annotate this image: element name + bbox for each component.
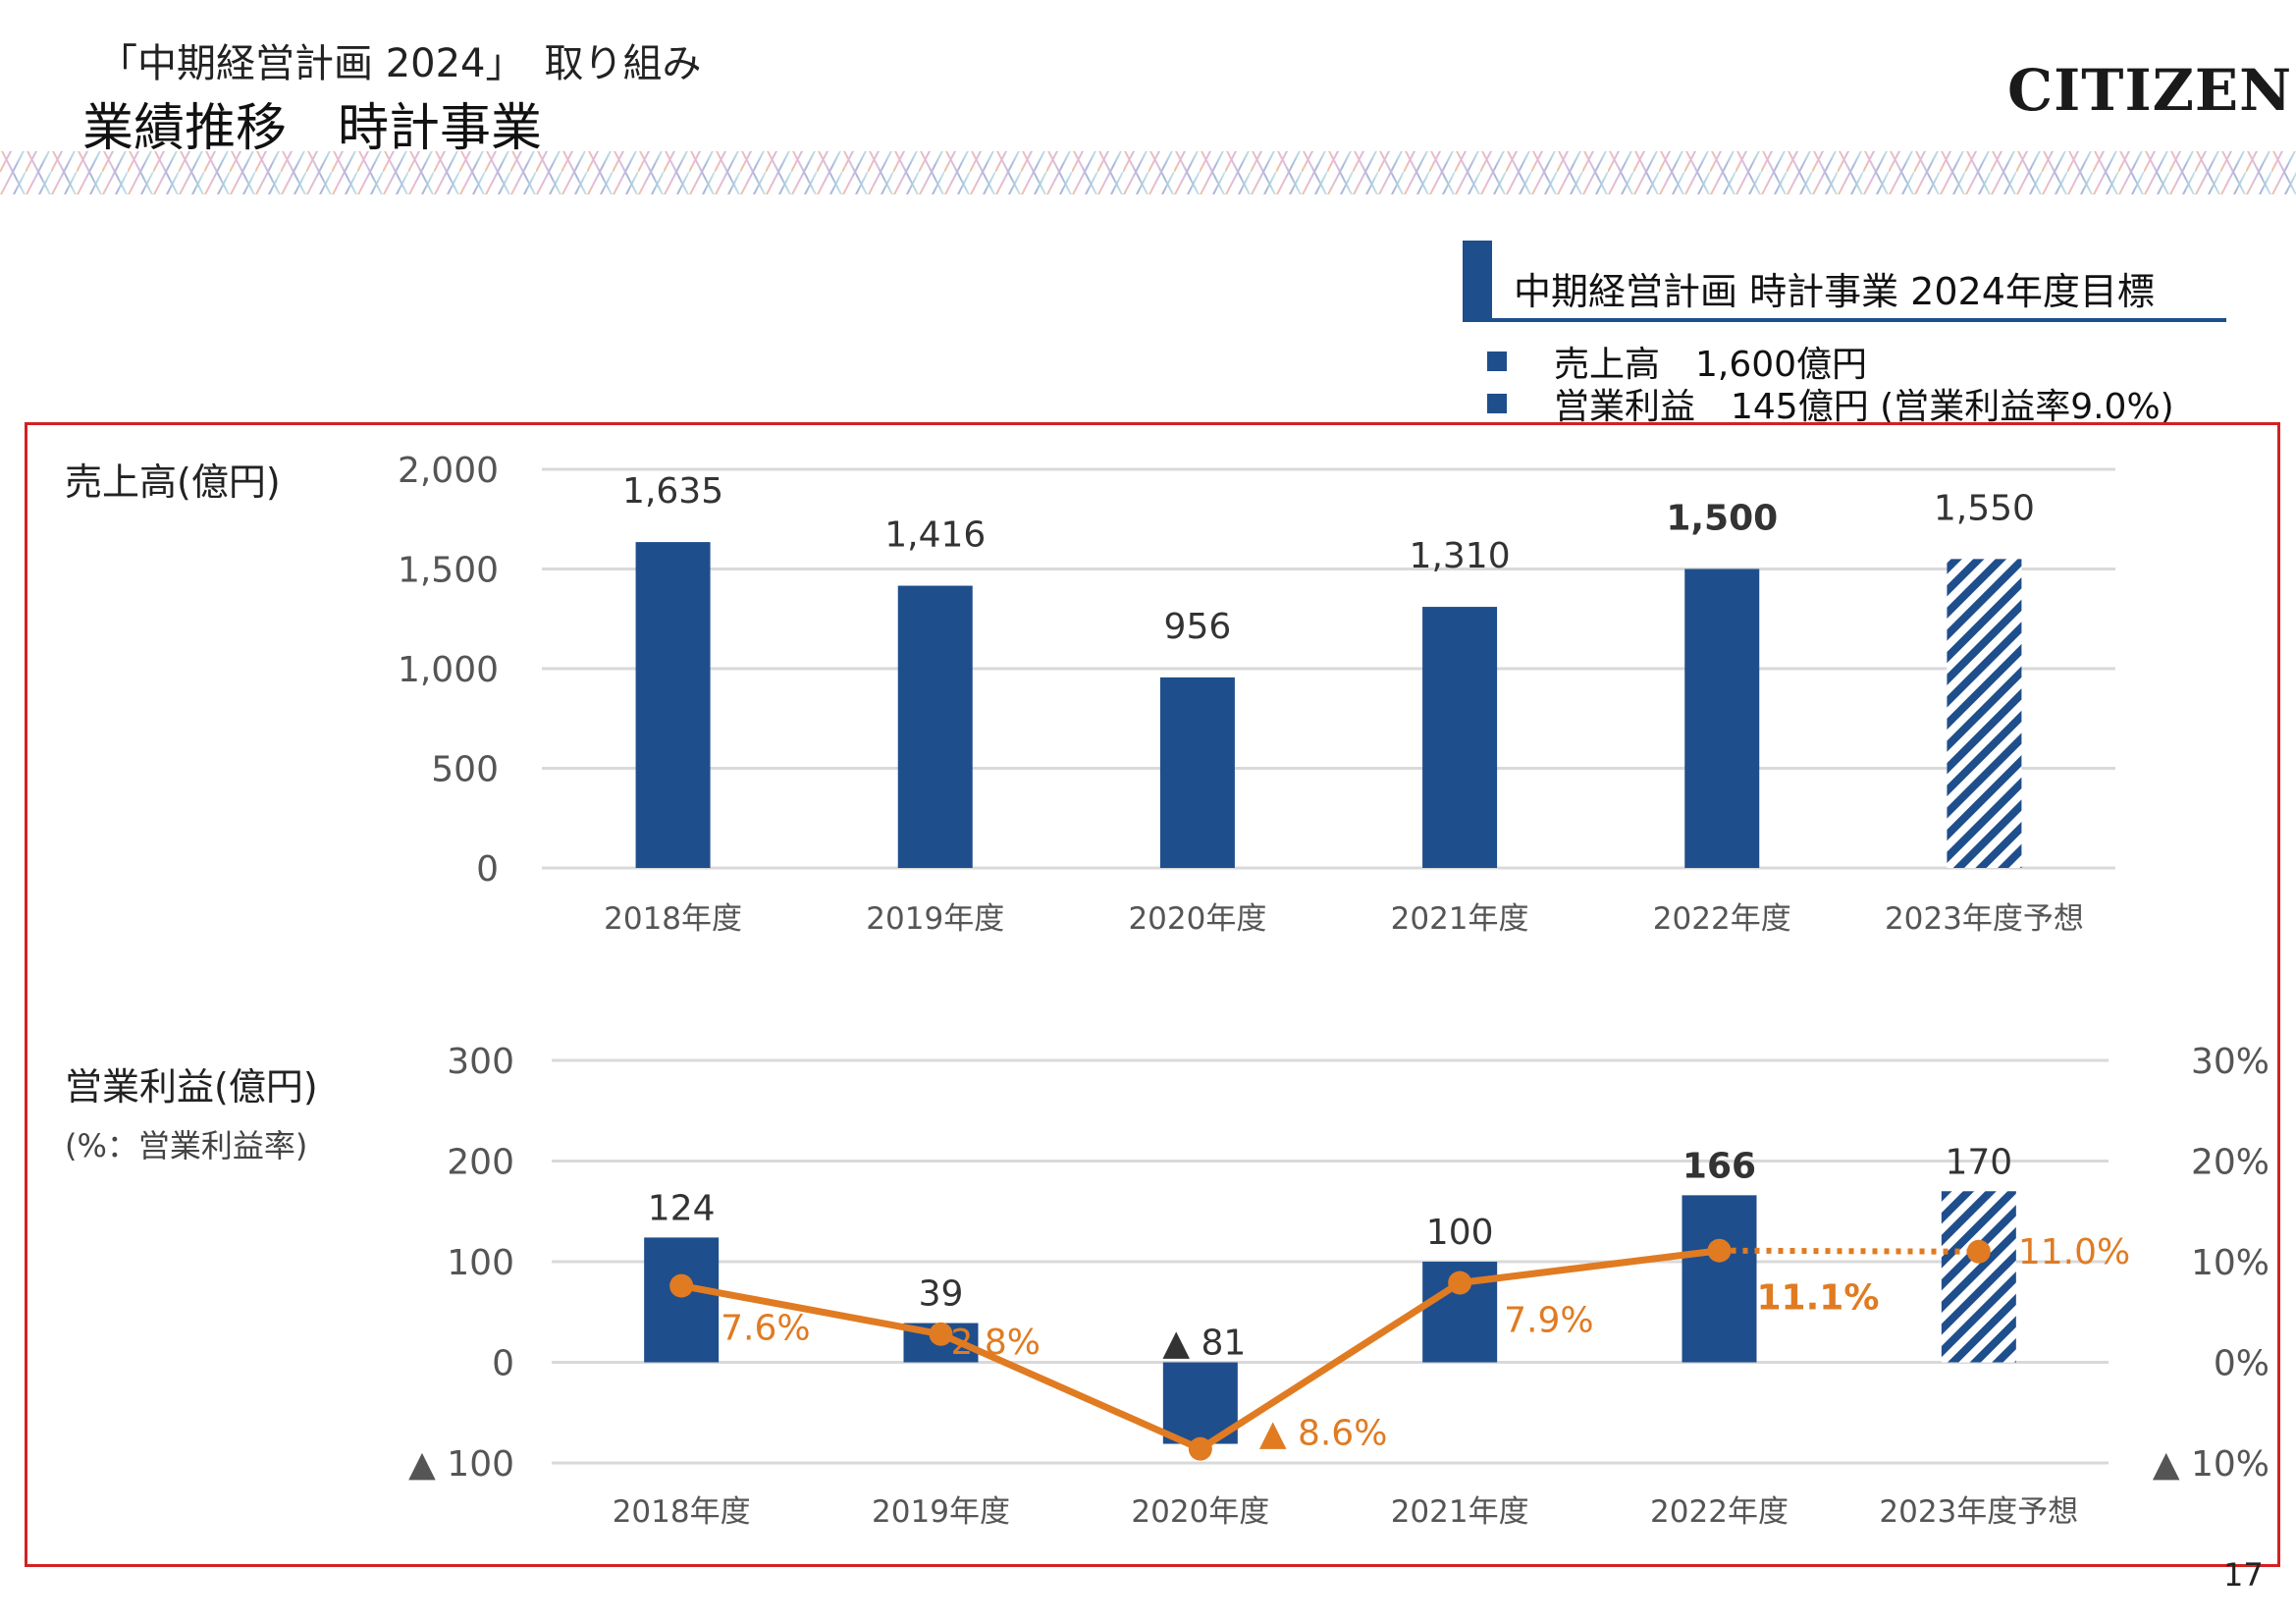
chart2-rate-point	[1188, 1436, 1212, 1461]
chart2-y2tick-label: 0%	[2214, 1344, 2269, 1384]
chart1-data-label: 1,635	[622, 471, 723, 512]
page-subtitle: 「中期経営計画 2024」 取り組み	[98, 41, 702, 86]
chart2-category-label: 2018年度	[613, 1494, 751, 1530]
chart2-ytick-label: 0	[492, 1344, 514, 1384]
chart2-y2tick-label: 20%	[2191, 1143, 2269, 1183]
target-item-label: 営業利益 145億円 (営業利益率9.0%)	[1554, 387, 2174, 427]
chart1-bar	[1159, 676, 1235, 868]
target-item-profit: 営業利益 145億円 (営業利益率9.0%)	[1487, 378, 2174, 429]
chart2-ytick-label: ▲ 100	[408, 1444, 514, 1485]
chart2-title: 営業利益(億円)	[65, 1065, 318, 1109]
chart1-category-label: 2021年度	[1391, 901, 1529, 937]
target-item-sales: 売上高 1,600億円	[1487, 336, 1867, 387]
citizen-logo: CITIZEN	[2007, 57, 2293, 124]
square-bullet-icon	[1487, 352, 1507, 371]
chart2-ytick-label: 200	[447, 1143, 514, 1183]
chart2-bar	[1682, 1195, 1757, 1363]
chart1-data-label: 1,500	[1666, 499, 1778, 539]
chart2-rate-point	[1707, 1238, 1732, 1263]
chart2-rate-point	[1966, 1239, 1991, 1264]
chart2-subtitle: (%：営業利益率)	[65, 1127, 307, 1164]
chart2-y2tick-label: 10%	[2191, 1243, 2269, 1283]
chart2-rate-label: 7.9%	[1504, 1301, 1593, 1341]
chart2-category-label: 2020年度	[1131, 1494, 1269, 1530]
chart1-ytick-label: 500	[431, 750, 499, 790]
target-box-title: 中期経営計画 時計事業 2024年度目標	[1514, 270, 2155, 313]
chart2-data-label: 39	[919, 1274, 964, 1315]
chart1-bar	[897, 585, 973, 868]
page-number: 17	[2223, 1556, 2264, 1594]
chart2-data-label: 166	[1682, 1146, 1756, 1186]
chart2-category-label: 2023年度予想	[1879, 1494, 2078, 1530]
decorative-banner	[0, 151, 2296, 194]
chart2-data-label: 124	[648, 1188, 716, 1228]
chart2-category-label: 2019年度	[872, 1494, 1010, 1530]
chart2-ytick-label: 300	[447, 1042, 514, 1082]
target-box-underline	[1463, 318, 2226, 322]
chart1-data-label: 1,310	[1410, 536, 1511, 576]
chart1-category-label: 2022年度	[1653, 901, 1791, 937]
chart2-data-label: 100	[1426, 1213, 1494, 1253]
chart2-bar	[644, 1237, 720, 1363]
chart1-bar	[1684, 568, 1760, 868]
chart1-bar	[635, 542, 711, 868]
chart2-category-label: 2021年度	[1391, 1494, 1529, 1530]
chart1-title: 売上高(億円)	[65, 460, 281, 504]
chart1-ytick-label: 1,000	[398, 650, 499, 690]
chart2-rate-label: 7.6%	[721, 1309, 810, 1349]
chart2-data-label: 170	[1945, 1142, 2012, 1182]
chart2-ytick-label: 100	[447, 1243, 514, 1283]
chart2-rate-forecast-line	[1719, 1247, 1979, 1255]
chart1-data-label: 956	[1164, 607, 1232, 647]
chart1-bar	[1422, 607, 1498, 868]
chart2-rate-label: 2.8%	[951, 1323, 1041, 1363]
chart2-bar	[1941, 1191, 2016, 1363]
chart2-data-label: ▲ 81	[1162, 1324, 1246, 1364]
target-item-label: 売上高 1,600億円	[1554, 345, 1868, 385]
chart2-rate-label: ▲ 8.6%	[1259, 1414, 1388, 1454]
square-bullet-icon	[1487, 394, 1507, 413]
page-title: 業績推移 時計事業	[82, 99, 543, 158]
chart2-rate-label: 11.1%	[1757, 1278, 1880, 1319]
chart1-data-label: 1,416	[884, 515, 986, 556]
chart1-bar	[1947, 559, 2022, 868]
chart1-ytick-label: 1,500	[398, 551, 499, 591]
chart2-y2tick-label: 30%	[2191, 1042, 2269, 1082]
chart2-rate-point	[669, 1273, 694, 1298]
chart1-category-label: 2018年度	[604, 901, 742, 937]
chart1-ytick-label: 2,000	[398, 451, 499, 491]
chart2-y2tick-label: ▲ 10%	[2153, 1444, 2269, 1485]
chart2-rate-point	[929, 1322, 953, 1346]
chart1-ytick-label: 0	[476, 849, 499, 890]
chart2-rate-point	[1448, 1271, 1472, 1295]
chart2-category-label: 2022年度	[1650, 1494, 1789, 1530]
chart1-data-label: 1,550	[1934, 488, 2035, 528]
chart2-rate-label: 11.0%	[2018, 1232, 2130, 1272]
chart1-category-label: 2023年度予想	[1885, 901, 2084, 937]
chart1-category-label: 2019年度	[866, 901, 1004, 937]
target-box-accent	[1463, 241, 1492, 321]
chart1-category-label: 2020年度	[1128, 901, 1266, 937]
charts-frame	[25, 422, 2280, 1567]
